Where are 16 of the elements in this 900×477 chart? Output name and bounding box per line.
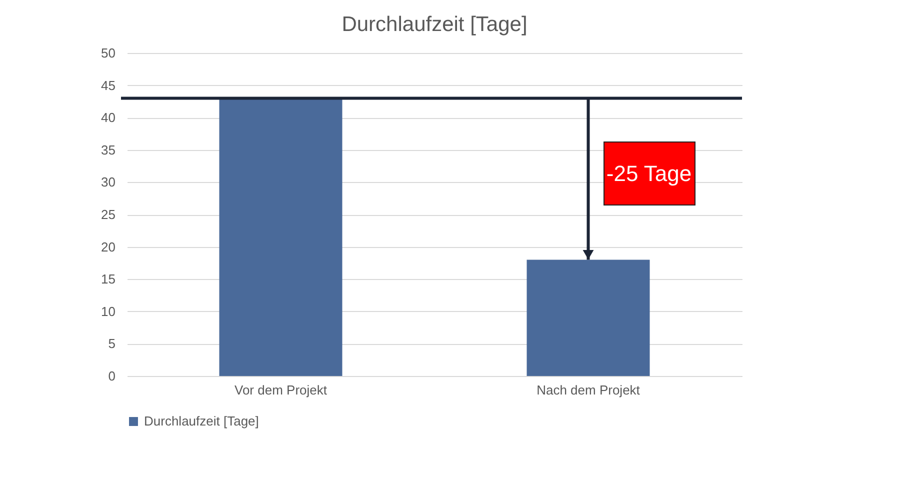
y-tick-label: 10 (101, 304, 116, 319)
y-tick-label: 50 (101, 46, 116, 60)
legend-label: Durchlaufzeit [Tage] (144, 414, 259, 428)
y-tick-label: 5 (108, 336, 116, 352)
y-tick-label: 20 (101, 239, 116, 254)
annotation: -25 Tage (606, 161, 692, 186)
y-tick-label: 15 (101, 272, 116, 287)
x-tick-label: Nach dem Projekt (536, 382, 640, 398)
y-tick-label: 0 (108, 368, 116, 384)
y-tick-label: 30 (101, 174, 116, 190)
y-tick-label: 40 (101, 110, 116, 126)
y-tick-label: 25 (101, 207, 116, 222)
chart-title: Durchlaufzeit [Tage] (342, 13, 528, 36)
x-tick-label: Vor dem Projekt (234, 382, 328, 398)
y-tick-label: 35 (101, 142, 116, 158)
y-tick-label: 45 (101, 78, 116, 93)
